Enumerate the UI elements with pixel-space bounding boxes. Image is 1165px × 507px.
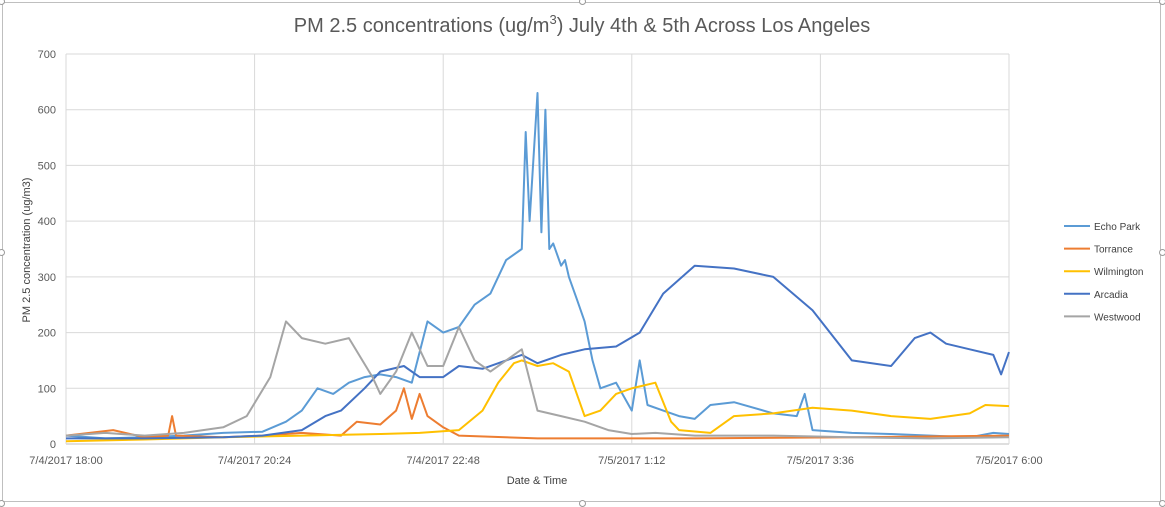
x-tick-label: 7/4/2017 20:24 [218, 455, 291, 467]
y-tick-label: 700 [38, 49, 56, 61]
series-line-westwood[interactable] [65, 320, 1010, 440]
x-tick-label: 7/4/2017 22:48 [406, 455, 479, 467]
legend-item[interactable]: Torrance [1064, 245, 1133, 256]
x-tick-label: 7/5/2017 6:00 [975, 455, 1042, 467]
legend-item[interactable]: Westwood [1064, 312, 1141, 323]
y-tick-label: 400 [38, 216, 56, 228]
y-tick-label: 300 [38, 272, 56, 284]
x-axis[interactable]: 7/4/2017 18:00 7/4/2017 20:24 7/4/2017 22:… [29, 455, 1042, 467]
x-tick-label: 7/5/2017 1:12 [598, 455, 665, 467]
series-line-echo-park[interactable] [65, 92, 1010, 440]
y-axis-title[interactable]: PM 2.5 concentration (ug/m3) [21, 178, 33, 323]
plot-area[interactable] [65, 92, 1010, 443]
y-tick-label: 0 [50, 439, 56, 451]
legend-label: Arcadia [1094, 290, 1128, 301]
legend-item[interactable]: Echo Park [1064, 222, 1141, 233]
resize-handle-middle-right[interactable] [1159, 249, 1165, 256]
y-tick-label: 100 [38, 383, 56, 395]
resize-handle-top-center[interactable] [579, 0, 586, 5]
gridlines [65, 53, 1010, 445]
legend-item[interactable]: Arcadia [1064, 290, 1128, 301]
y-tick-label: 600 [38, 105, 56, 117]
resize-handle-middle-left[interactable] [0, 249, 5, 256]
series-line-torrance[interactable] [65, 387, 1010, 440]
resize-handle-top-left[interactable] [0, 0, 5, 5]
series-line-wilmington[interactable] [65, 359, 1010, 443]
legend-label: Westwood [1094, 312, 1141, 323]
series-line-arcadia[interactable] [66, 264, 1010, 440]
legend-label: Echo Park [1094, 222, 1141, 233]
y-tick-label: 500 [38, 160, 56, 172]
legend-label: Wilmington [1094, 267, 1143, 278]
y-axis[interactable]: 0 100 200 300 400 500 600 700 [38, 49, 56, 451]
x-tick-label: 7/5/2017 3:36 [787, 455, 854, 467]
x-axis-title[interactable]: Date & Time [507, 475, 568, 487]
x-tick-label: 7/4/2017 18:00 [29, 455, 102, 467]
resize-handle-top-right[interactable] [1159, 0, 1165, 5]
legend[interactable]: Echo Park Torrance Wilmington Arcadia Westwo… [1064, 222, 1143, 323]
y-tick-label: 200 [38, 328, 56, 340]
legend-item[interactable]: Wilmington [1064, 267, 1143, 278]
chart-title[interactable]: PM 2.5 concentrations (ug/m3) July 4th &… [294, 12, 870, 37]
legend-label: Torrance [1094, 245, 1133, 256]
